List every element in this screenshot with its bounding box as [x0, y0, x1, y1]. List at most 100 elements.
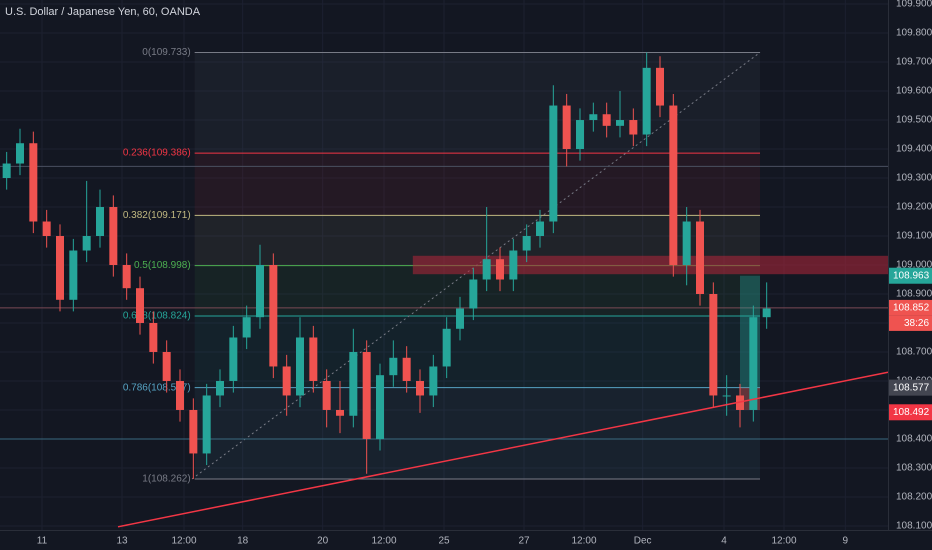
candle-body	[762, 308, 771, 318]
candle-body	[189, 409, 198, 454]
y-tick-label: 109.500	[896, 115, 932, 126]
x-tick-label: 25	[438, 536, 450, 547]
candle-body	[642, 67, 651, 135]
fib-label: 0(109.733)	[142, 47, 190, 58]
x-tick-label: 12:00	[571, 536, 596, 547]
price-tag	[889, 379, 932, 396]
fib-label: 0.618(108.824)	[123, 311, 191, 322]
candle-body	[176, 380, 184, 410]
candle-body	[202, 395, 211, 454]
x-tick-label: 13	[116, 536, 128, 547]
candle-body	[149, 322, 158, 352]
fib-band	[194, 153, 760, 216]
y-tick-label: 109.700	[896, 57, 932, 68]
y-tick-label: 108.400	[896, 434, 932, 445]
fib-band	[194, 52, 760, 154]
y-tick-label: 109.000	[896, 260, 932, 271]
candle-body	[69, 250, 78, 300]
y-tick-label: 109.900	[896, 0, 932, 10]
price-tag	[889, 299, 932, 316]
candle-body	[402, 357, 411, 381]
candle-body	[562, 105, 571, 150]
candle-body	[669, 105, 678, 265]
candle-body	[42, 221, 51, 237]
fib-label: 0.786(108.577)	[123, 382, 191, 393]
y-tick-label: 108.100	[896, 521, 932, 532]
candle-body	[602, 114, 611, 126]
candle-body	[429, 366, 438, 396]
x-tick-label: 4	[721, 536, 727, 547]
candle-body	[656, 67, 664, 106]
candle-body	[536, 221, 544, 237]
fib-band	[194, 387, 760, 479]
candle-body	[16, 143, 24, 164]
x-tick-label: 27	[518, 536, 530, 547]
price-tag	[889, 404, 932, 421]
x-tick-label: 20	[317, 536, 329, 547]
candle-body	[162, 351, 171, 381]
candle-body	[56, 236, 64, 300]
countdown: 38:26	[904, 318, 929, 329]
trend-line	[117, 371, 889, 528]
candle-body	[122, 265, 131, 289]
candle-body	[309, 337, 318, 381]
price-tag-label: 108.963	[893, 270, 930, 281]
fib-band	[194, 316, 760, 388]
candle-body	[482, 259, 491, 280]
candle-body	[256, 265, 264, 318]
candle-body	[469, 279, 478, 309]
candle-body	[336, 409, 344, 416]
candle-body	[136, 288, 144, 323]
chart-title: U.S. Dollar / Japanese Yen, 60, OANDA	[5, 6, 201, 18]
candle-body	[416, 380, 424, 396]
candle-body	[456, 308, 464, 329]
candle-body	[109, 207, 118, 265]
fib-label: 1(108.262)	[142, 474, 190, 485]
candle-body	[442, 328, 451, 367]
candle-body	[322, 380, 331, 410]
y-tick-label: 108.300	[896, 463, 932, 474]
y-tick-label: 109.600	[896, 86, 932, 97]
fib-label: 0.5(108.998)	[134, 260, 191, 271]
candle-body	[629, 120, 638, 135]
candle-body	[496, 259, 504, 280]
x-tick-label: 12:00	[371, 536, 396, 547]
x-tick-label: 9	[843, 536, 849, 547]
candle-body	[522, 236, 531, 251]
y-tick-label: 109.200	[896, 202, 932, 213]
candle-body	[216, 380, 224, 396]
candle-body	[389, 357, 398, 376]
candle-body	[96, 207, 104, 237]
candle-body	[722, 395, 731, 397]
candle-body	[682, 221, 691, 265]
price-tag-label: 108.852	[893, 303, 930, 314]
candle-body	[709, 293, 718, 396]
y-tick-label: 109.100	[896, 231, 932, 242]
fib-label: 0.382(109.171)	[123, 210, 191, 221]
candle-body	[82, 236, 91, 251]
candle-body	[549, 105, 558, 222]
candle-body	[29, 143, 38, 222]
y-tick-label: 109.300	[896, 173, 932, 184]
candle-body	[282, 366, 291, 396]
price-tag-label: 108.577	[893, 382, 930, 393]
y-tick-label: 108.900	[896, 289, 932, 300]
x-tick-label: Dec	[634, 536, 652, 547]
candle-body	[349, 351, 358, 416]
candle-body	[269, 265, 278, 367]
fib-label: 0.236(109.386)	[123, 148, 191, 159]
x-tick-label: 11	[37, 536, 48, 547]
y-tick-label: 109.400	[896, 144, 932, 155]
countdown-tag	[889, 315, 932, 331]
candle-body	[696, 221, 704, 294]
candle-body	[2, 163, 11, 179]
price-tag	[889, 267, 932, 284]
candle-body	[242, 317, 251, 338]
candle-body	[376, 375, 384, 439]
x-tick-label: 12:00	[771, 536, 796, 547]
y-tick-label: 108.200	[896, 492, 932, 503]
x-tick-label: 18	[237, 536, 249, 547]
y-tick-label: 109.800	[896, 28, 932, 39]
